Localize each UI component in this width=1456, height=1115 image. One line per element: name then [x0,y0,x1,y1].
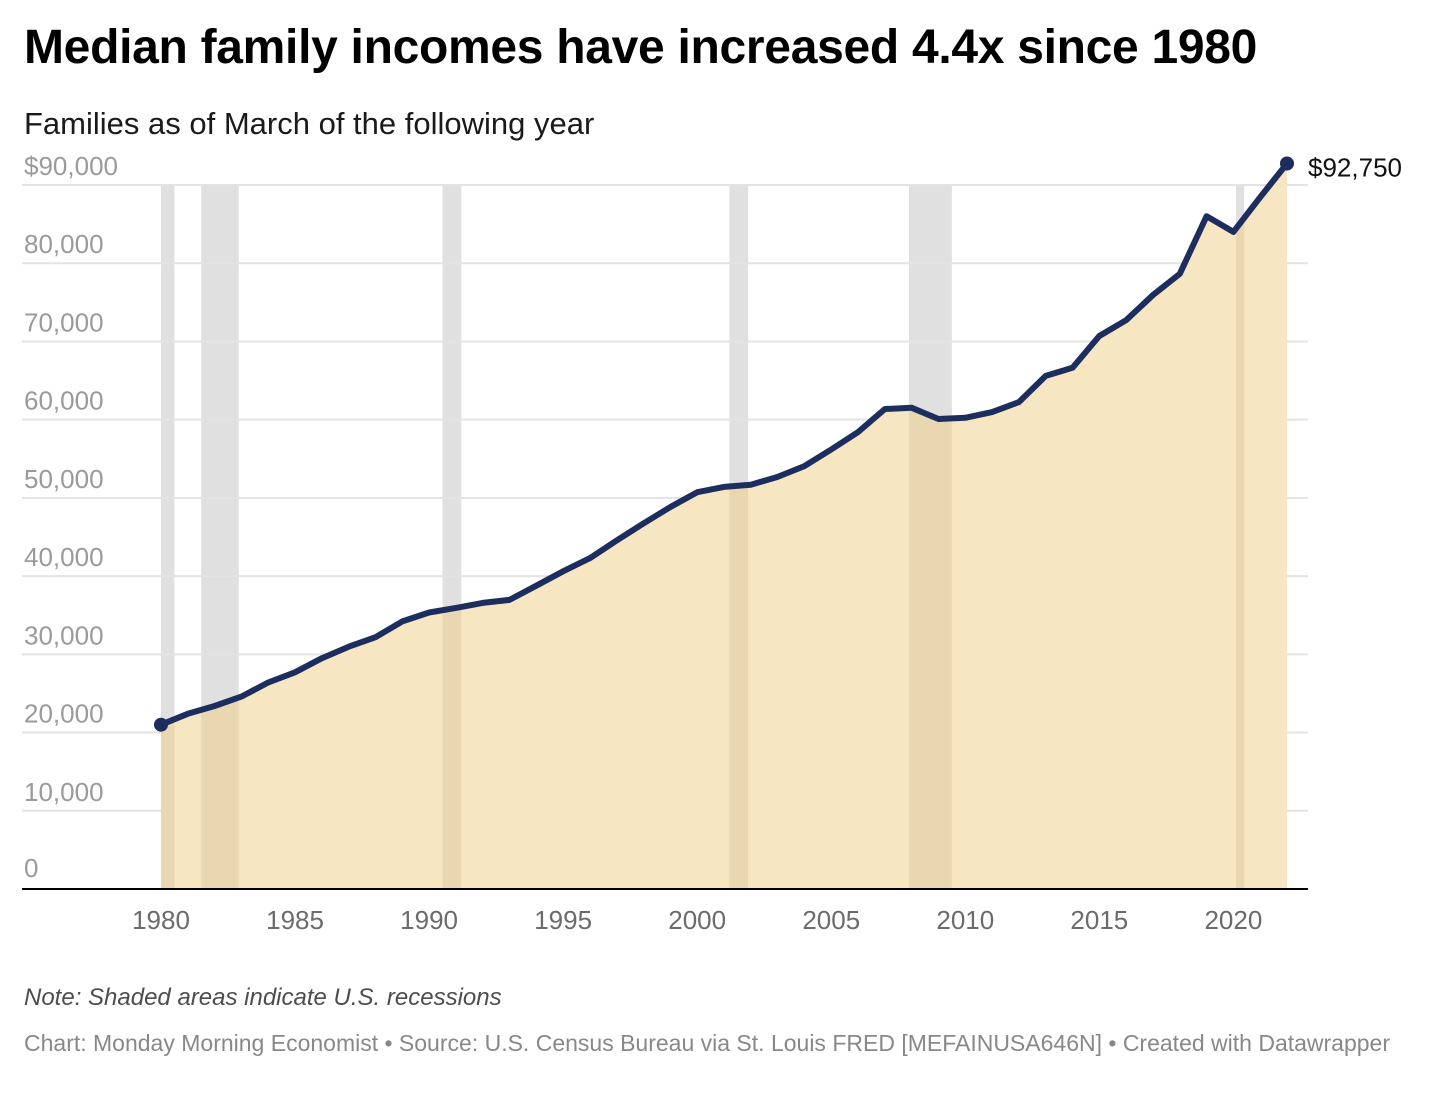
x-tick-label: 2015 [1070,905,1128,935]
income-line-layer [158,160,1290,728]
line-area-chart: 0 10,000 20,000 30,000 40,000 50,000 60,000 70,… [22,151,1402,935]
end-value-label: $92,750 [1308,152,1402,182]
y-tick-label: $90,000 [24,151,118,181]
chart-source-footer: Chart: Monday Morning Economist • Source… [24,1030,1391,1056]
x-tick-label: 2005 [802,905,860,935]
data-markers: $92,750 [154,152,1402,732]
y-tick-label: 40,000 [24,542,104,572]
chart-subtitle: Families as of March of the following ye… [24,106,595,141]
x-tick-label: 1995 [534,905,592,935]
y-tick-label: 80,000 [24,229,104,259]
y-tick-label: 20,000 [24,699,104,729]
recession-band [161,185,175,889]
x-tick-label: 1990 [400,905,458,935]
chart-note: Note: Shaded areas indicate U.S. recessi… [24,984,502,1011]
y-tick-label: 30,000 [24,620,104,650]
y-tick-label: 0 [24,853,38,883]
end-point-marker [1280,156,1294,171]
y-tick-label: 50,000 [24,464,104,494]
x-tick-label: 1980 [132,905,190,935]
x-tick-label: 1985 [266,905,324,935]
income-area [161,163,1287,889]
start-point-marker [154,717,168,732]
chart-title: Median family incomes have increased 4.4… [24,21,1258,74]
axes: 0 10,000 20,000 30,000 40,000 50,000 60,000 70,… [22,151,1308,935]
x-tick-label: 2000 [668,905,726,935]
income-line [158,160,1290,728]
x-tick-label: 2010 [936,905,994,935]
x-tick-label: 2020 [1204,905,1262,935]
recession-overlay [1236,185,1245,889]
income-area-layer [161,163,1287,889]
y-tick-label: 70,000 [24,307,104,337]
y-tick-label: 60,000 [24,386,104,416]
y-tick-label: 10,000 [24,777,104,807]
